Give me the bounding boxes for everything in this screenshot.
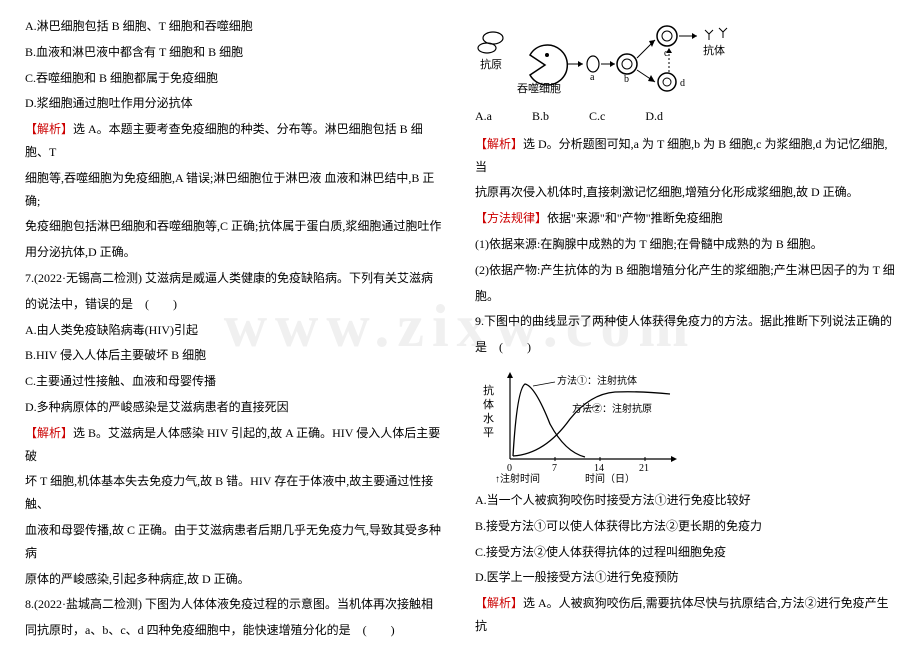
label-a: a — [590, 72, 595, 83]
q6-answer-line1: 【解析】选 A。本题主要考查免疫细胞的种类、分布等。淋巴细胞包括 B 细胞、T — [25, 118, 445, 164]
q7-option-b: B.HIV 侵入人体后主要破坏 B 细胞 — [25, 344, 445, 367]
q6-option-c: C.吞噬细胞和 B 细胞都属于免疫细胞 — [25, 67, 445, 90]
q7-answer-line4: 原体的严峻感染,引起多种病症,故 D 正确。 — [25, 568, 445, 591]
answer-text: 选 D。分析题图可知,a 为 T 细胞,b 为 B 细胞,c 为浆细胞,d 为记… — [475, 137, 887, 174]
label-phagocyte: 吞噬细胞 — [517, 81, 561, 95]
label-antigen: 抗原 — [480, 57, 502, 71]
chart-x0: 0 — [507, 463, 512, 474]
chart-ylabel-2: 体 — [483, 397, 494, 411]
answer-text: 选 A。人被疯狗咬伤后,需要抗体尽快与抗原结合,方法②进行免疫产生抗 — [475, 596, 889, 633]
q8-option-c: C.c — [589, 105, 605, 128]
chart-ylabel-4: 平 — [483, 427, 494, 439]
label-b: b — [624, 74, 629, 85]
answer-text: 选 A。本题主要考查免疫细胞的种类、分布等。淋巴细胞包括 B 细胞、T — [25, 122, 423, 159]
answer-label: 【解析】 — [475, 596, 523, 610]
q8-option-d: D.d — [645, 105, 663, 128]
q8-options-row: A.a B.b C.c D.d — [475, 105, 895, 128]
q7-option-a: A.由人类免疫缺陷病毒(HIV)引起 — [25, 319, 445, 342]
answer-text: 选 B。艾滋病是人体感染 HIV 引起的,故 A 正确。HIV 侵入人体后主要破 — [25, 426, 440, 463]
q6-option-a: A.淋巴细胞包括 B 细胞、T 细胞和吞噬细胞 — [25, 15, 445, 38]
method-text: 依据"来源"和"产物"推断免疫细胞 — [547, 211, 723, 225]
q9-option-b: B.接受方法①可以使人体获得比方法②更长期的免疫力 — [475, 515, 895, 538]
method-line: 【方法规律】依据"来源"和"产物"推断免疫细胞 — [475, 207, 895, 230]
label-antibody: 抗体 — [703, 43, 725, 57]
left-column: A.淋巴细胞包括 B 细胞、T 细胞和吞噬细胞 B.血液和淋巴液中都含有 T 细… — [25, 15, 445, 645]
chart-ylabel-3: 水 — [483, 412, 494, 425]
method-item3: 胞。 — [475, 285, 895, 308]
method-item2: (2)依据产物:产生抗体的为 B 细胞增殖分化产生的浆细胞;产生淋巴因子的为 T… — [475, 259, 895, 282]
chart-method1-label: 方法①：注射抗体 — [557, 374, 637, 387]
q8-option-b: B.b — [532, 105, 549, 128]
q8-stem-line2: 同抗原时，a、b、c、d 四种免疫细胞中，能快速增殖分化的是 ( ) — [25, 619, 445, 642]
q6-option-b: B.血液和淋巴液中都含有 T 细胞和 B 细胞 — [25, 41, 445, 64]
chart-inject-arrow: ↑注射时间 — [495, 472, 540, 484]
antibody-chart: 抗 体 水 平 方法①：注射抗体 方法②：注射抗原 0 7 14 — [475, 364, 895, 484]
label-d: d — [680, 78, 685, 89]
q7-option-d: D.多种病原体的严峻感染是艾滋病患者的直接死因 — [25, 396, 445, 419]
right-column: 抗原 吞噬细胞 a b — [475, 15, 895, 645]
chart-method2-label: 方法②：注射抗原 — [572, 402, 652, 415]
chart-x21: 21 — [639, 463, 649, 474]
q9-answer-line1: 【解析】选 A。人被疯狗咬伤后,需要抗体尽快与抗原结合,方法②进行免疫产生抗 — [475, 592, 895, 638]
answer-label: 【解析】 — [25, 122, 73, 136]
answer-label: 【解析】 — [475, 137, 523, 151]
method-label: 【方法规律】 — [475, 211, 547, 225]
q7-option-c: C.主要通过性接触、血液和母婴传播 — [25, 370, 445, 393]
q7-answer-line3: 血液和母婴传播,故 C 正确。由于艾滋病患者后期几乎无免疫力气,导致其受多种病 — [25, 519, 445, 565]
immune-diagram-svg: 抗原 吞噬细胞 a b — [475, 20, 735, 100]
q7-answer-line1: 【解析】选 B。艾滋病是人体感染 HIV 引起的,故 A 正确。HIV 侵入人体… — [25, 422, 445, 468]
antibody-chart-svg: 抗 体 水 平 方法①：注射抗体 方法②：注射抗原 0 7 14 — [475, 364, 695, 484]
q6-answer-line4: 用分泌抗体,D 正确。 — [25, 241, 445, 264]
q8-answer-line1: 【解析】选 D。分析题图可知,a 为 T 细胞,b 为 B 细胞,c 为浆细胞,… — [475, 133, 895, 179]
q9-option-d: D.医学上一般接受方法①进行免疫预防 — [475, 566, 895, 589]
q7-stem-line1: 7.(2022·无锡高二检测) 艾滋病是威逼人类健康的免疫缺陷病。下列有关艾滋病 — [25, 267, 445, 290]
q8-stem-line1: 8.(2022·盐城高二检测) 下图为人体体液免疫过程的示意图。当机体再次接触相 — [25, 593, 445, 616]
q7-answer-line2: 坏 T 细胞,机体基本失去免疫力气,故 B 错。HIV 存在于体液中,故主要通过… — [25, 470, 445, 516]
chart-ylabel-1: 抗 — [483, 383, 494, 397]
method-item1: (1)依据来源:在胸腺中成熟的为 T 细胞;在骨髓中成熟的为 B 细胞。 — [475, 233, 895, 256]
q9-option-a: A.当一个人被疯狗咬伤时接受方法①进行免疫比较好 — [475, 489, 895, 512]
immune-diagram: 抗原 吞噬细胞 a b — [475, 20, 895, 100]
two-column-layout: A.淋巴细胞包括 B 细胞、T 细胞和吞噬细胞 B.血液和淋巴液中都含有 T 细… — [0, 0, 920, 660]
chart-x7: 7 — [552, 463, 557, 474]
q9-option-c: C.接受方法②使人体获得抗体的过程叫细胞免疫 — [475, 541, 895, 564]
q7-stem-line2: 的说法中，错误的是 ( ) — [25, 293, 445, 316]
q8-answer-line2: 抗原再次侵入机体时,直接刺激记忆细胞,增殖分化形成浆细胞,故 D 正确。 — [475, 181, 895, 204]
q8-option-a: A.a — [475, 105, 492, 128]
q9-stem-line1: 9.下图中的曲线显示了两种使人体获得免疫力的方法。据此推断下列说法正确的 — [475, 310, 895, 333]
q6-answer-line3: 免疫细胞包括淋巴细胞和吞噬细胞等,C 正确;抗体属于蛋白质,浆细胞通过胞吐作 — [25, 215, 445, 238]
q9-stem-line2: 是 ( ) — [475, 336, 895, 359]
q6-answer-line2: 细胞等,吞噬细胞为免疫细胞,A 错误;淋巴细胞位于淋巴液 血液和淋巴结中,B 正… — [25, 167, 445, 213]
chart-x14: 14 — [594, 463, 604, 474]
answer-label: 【解析】 — [25, 426, 73, 440]
chart-xlabel: 时间（日） — [585, 472, 635, 484]
q6-option-d: D.浆细胞通过胞吐作用分泌抗体 — [25, 92, 445, 115]
